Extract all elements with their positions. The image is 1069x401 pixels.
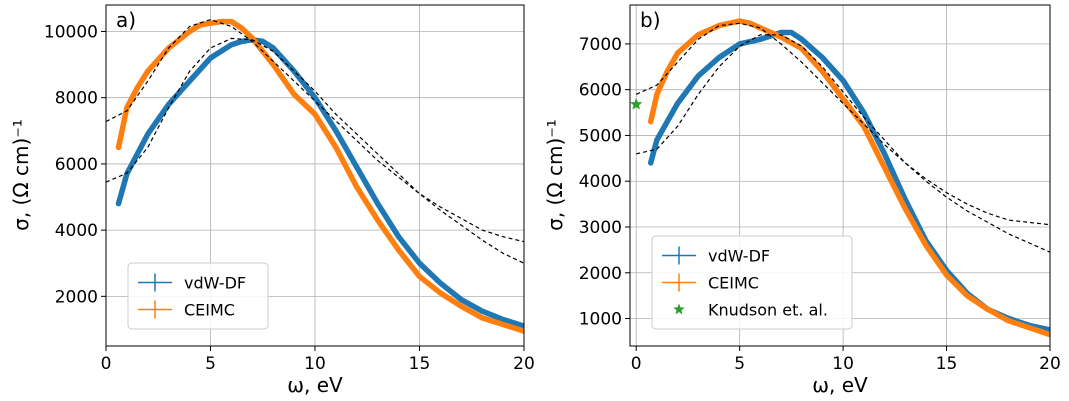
y-tick-label: 6000 (579, 81, 622, 101)
x-tick-label: 5 (205, 354, 216, 374)
x-tick-label: 10 (304, 354, 326, 374)
legend-label: vdW-DF (184, 274, 246, 293)
x-axis-label: ω, eV (287, 373, 343, 397)
panel-label: b) (640, 8, 661, 32)
y-tick-label: 7000 (579, 35, 622, 55)
x-tick-label: 5 (734, 354, 745, 374)
fit-dashed-line (106, 37, 524, 264)
panel-b: 0 5 10 15 20 1000 2000 3000 4000 5000 6000 7000 ω, e… (543, 4, 1061, 397)
fit-dashed-line (635, 22, 1050, 226)
x-tick-label: 20 (1039, 354, 1061, 374)
x-tick-label: 15 (936, 354, 958, 374)
x-axis-label: ω, eV (812, 373, 868, 397)
y-tick-label: 1000 (579, 310, 622, 330)
legend-box (651, 235, 853, 330)
legend-label: vdW-DF (708, 247, 770, 266)
x-tick-label: 20 (513, 354, 535, 374)
y-tick-label: 3000 (579, 218, 622, 238)
legend-label: Knudson et. al. (708, 301, 828, 320)
plot-series (106, 18, 524, 334)
y-tick-label: 4000 (55, 221, 98, 241)
y-tick-label: 5000 (579, 126, 622, 146)
y-tick-label: 2000 (579, 264, 622, 284)
plot-series (630, 18, 1050, 338)
y-axis-label: σ, (Ω cm)⁻¹ (543, 119, 567, 231)
x-tick-label: 15 (409, 354, 431, 374)
fit-dashed-line (636, 34, 1050, 253)
panel-label: a) (116, 8, 136, 32)
y-tick-label: 10000 (44, 22, 98, 42)
y-tick-label: 8000 (55, 89, 98, 109)
knudson-star-marker (630, 97, 643, 110)
y-tick-label: 2000 (55, 287, 98, 307)
y-tick-label: 6000 (55, 155, 98, 175)
series-line-ceimc (647, 18, 1050, 338)
y-axis-label: σ, (Ω cm)⁻¹ (9, 119, 33, 231)
x-tick-label: 0 (101, 354, 112, 374)
series-line-vdw-df (115, 37, 524, 329)
legend-label: CEIMC (708, 274, 759, 293)
fit-dashed-line (106, 18, 524, 243)
panel-a: 0 5 10 15 20 2000 4000 6000 8000 10000 ω, eV σ, (Ω … (9, 4, 535, 397)
axes-frame (629, 4, 1051, 347)
legend-box (127, 262, 269, 330)
x-tick-label: 10 (832, 354, 854, 374)
x-tick-label: 0 (631, 354, 642, 374)
y-tick-label: 4000 (579, 172, 622, 192)
legend-label: CEIMC (184, 301, 235, 320)
legend-star-marker (673, 303, 685, 315)
